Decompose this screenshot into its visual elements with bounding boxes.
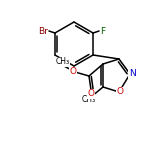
Text: Br: Br	[38, 26, 48, 36]
Text: CH₃: CH₃	[82, 95, 96, 105]
Text: CH₃: CH₃	[56, 57, 70, 67]
Text: N: N	[129, 69, 135, 78]
Text: F: F	[100, 26, 106, 36]
Text: O: O	[69, 67, 76, 76]
Text: O: O	[88, 90, 95, 98]
Text: O: O	[116, 88, 123, 97]
